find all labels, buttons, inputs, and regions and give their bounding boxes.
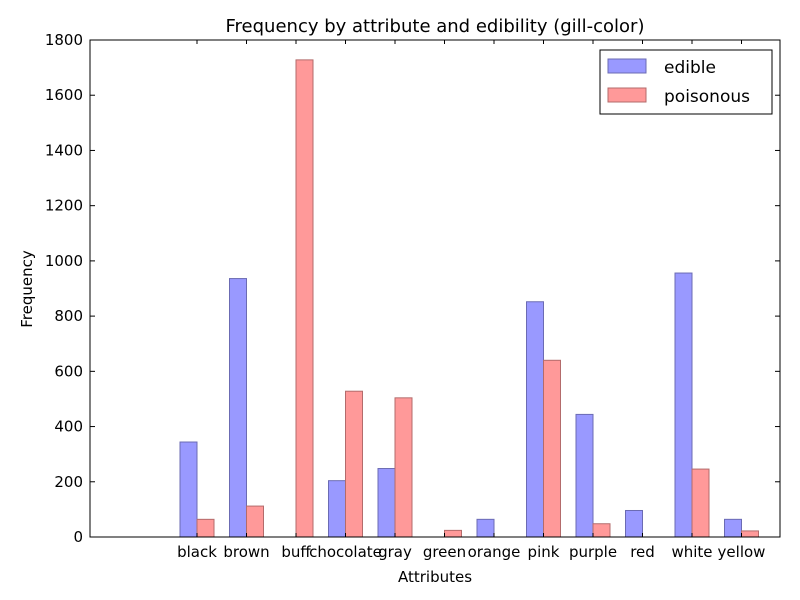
bar-edible-white xyxy=(674,272,693,538)
y-tick-label: 800 xyxy=(54,307,83,325)
y-tick-label: 1400 xyxy=(45,141,83,159)
x-tick-label: buff xyxy=(281,543,311,561)
x-tick-label: green xyxy=(423,543,466,561)
y-tick-label: 200 xyxy=(54,473,83,491)
bar-poisonous-gray xyxy=(394,397,413,538)
x-tick-label: black xyxy=(177,543,217,561)
bar-poisonous-black xyxy=(196,518,215,538)
y-tick-label: 0 xyxy=(73,528,83,546)
bar-edible-brown xyxy=(229,278,247,538)
x-tick-label: gray xyxy=(378,543,412,561)
bar-poisonous-green xyxy=(444,529,462,538)
bar-edible-red xyxy=(625,509,643,538)
bars-group xyxy=(179,59,759,538)
x-tick-label: orange xyxy=(468,543,521,561)
bar-edible-yellow xyxy=(724,518,742,538)
x-tick-label: brown xyxy=(223,543,269,561)
x-tick-label: chocolate xyxy=(309,543,382,561)
y-tick-label: 1600 xyxy=(45,86,83,104)
y-tick-label: 600 xyxy=(54,362,83,380)
legend-label-edible: edible xyxy=(664,58,716,78)
x-tick-label: yellow xyxy=(718,543,766,561)
bar-edible-black xyxy=(179,441,198,538)
x-tick-label: pink xyxy=(528,543,560,561)
bar-poisonous-white xyxy=(691,468,710,538)
y-axis-label: Frequency xyxy=(18,250,36,328)
legend-label-poisonous: poisonous xyxy=(664,87,750,107)
x-tick-label: white xyxy=(671,543,712,561)
bar-edible-gray xyxy=(377,468,396,538)
legend: edible poisonous xyxy=(599,49,773,115)
bar-poisonous-pink xyxy=(543,359,561,538)
bar-poisonous-chocolate xyxy=(345,390,363,538)
x-axis-label: Attributes xyxy=(398,568,472,586)
bar-edible-purple xyxy=(575,413,594,538)
bar-edible-orange xyxy=(476,518,495,538)
bar-poisonous-brown xyxy=(246,505,264,538)
chart-title: Frequency by attribute and edibility (gi… xyxy=(226,16,645,37)
legend-swatch-edible xyxy=(607,58,647,74)
bar-poisonous-yellow xyxy=(741,530,759,538)
bar-edible-pink xyxy=(526,301,544,538)
legend-swatch-poisonous xyxy=(607,87,647,103)
y-tick-label: 1000 xyxy=(45,252,83,270)
y-tick-label: 1200 xyxy=(45,197,83,215)
y-tick-label: 1800 xyxy=(45,31,83,49)
x-tick-label: red xyxy=(630,543,655,561)
bar-poisonous-purple xyxy=(592,523,611,538)
bar-edible-chocolate xyxy=(328,480,346,538)
plot-frame xyxy=(89,39,781,538)
y-tick-label: 400 xyxy=(54,418,83,436)
y-axis-ticks: 0 200 400 600 800 1000 1200 1400 1600 1800 xyxy=(45,31,780,546)
bar-poisonous-buff xyxy=(295,59,314,538)
x-tick-label: purple xyxy=(569,543,617,561)
